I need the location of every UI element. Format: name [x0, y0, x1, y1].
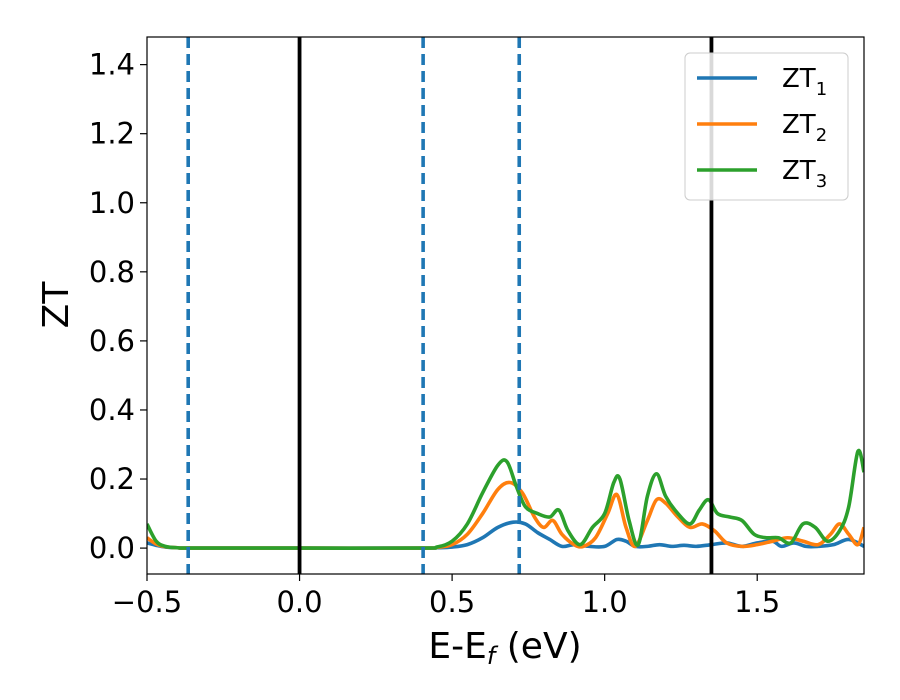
x-tick-label: 1.5	[734, 585, 780, 619]
x-tick-label: 1.0	[582, 585, 628, 619]
legend-label-zt1: ZT1	[782, 64, 827, 100]
legend-label-zt2: ZT2	[782, 110, 827, 146]
plot-frame	[146, 36, 865, 575]
legend-box	[684, 52, 849, 201]
x-tick-label: 0.5	[429, 585, 475, 619]
x-axis-ticks: −0.5 0.0 0.5 1.0 1.5	[112, 574, 780, 619]
x-axis-label-unit: (eV)	[495, 626, 581, 667]
y-tick-label: 1.4	[89, 48, 135, 82]
y-axis-label: ZT	[36, 281, 77, 329]
x-axis-label: E-Ef (eV)	[428, 626, 581, 670]
y-tick-label: 0.8	[89, 255, 135, 289]
y-tick-label: 1.0	[89, 186, 135, 220]
y-axis-ticks: 0.0 0.2 0.4 0.6 0.8 1.0 1.2 1.4	[89, 48, 147, 565]
x-tick-label: 0.0	[276, 585, 322, 619]
y-tick-label: 0.4	[89, 393, 135, 427]
reference-vlines	[186, 37, 714, 574]
y-tick-label: 1.2	[89, 117, 135, 151]
y-tick-label: 0.6	[89, 324, 135, 358]
y-tick-label: 0.0	[89, 531, 135, 565]
y-tick-label: 0.2	[89, 462, 135, 496]
legend: ZT1 ZT2 ZT3	[684, 52, 849, 201]
series-line-zt3	[147, 448, 864, 550]
series-line-zt2	[147, 480, 864, 550]
x-tick-label: −0.5	[112, 585, 182, 619]
legend-label-zt3: ZT3	[782, 156, 827, 192]
x-axis-label-main: E-E	[428, 626, 486, 667]
series-lines	[147, 448, 864, 550]
